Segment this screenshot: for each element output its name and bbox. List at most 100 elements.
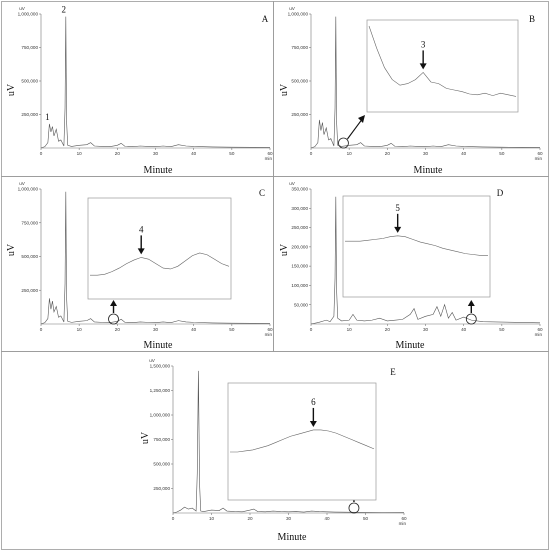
panel-d-xtick-label: 40 — [461, 327, 467, 332]
panel-e-x-unit: min — [399, 521, 407, 526]
panel-d-y-axis-title: uV — [279, 243, 290, 256]
panel-b-ytick-label: 250,000 — [291, 112, 308, 117]
panel-a-x-unit: min — [265, 156, 273, 161]
panel-e-xtick-label: 60 — [401, 516, 407, 521]
panel-a-letter: A — [262, 14, 269, 24]
panel-a-y-unit: uV — [19, 6, 26, 11]
panel-b-y-axis-title: uV — [279, 83, 290, 96]
panel-b-ytick-label: 1,000,000 — [288, 12, 309, 17]
panel-c-zoom-circle — [108, 313, 119, 325]
panel-d-xtick-label: 0 — [310, 327, 313, 332]
panel-d-letter: D — [497, 188, 504, 198]
panel-d-x-unit: min — [535, 332, 543, 337]
panel-b-zoom-circle — [338, 137, 349, 149]
panel-e-ytick-label: 250,000 — [153, 486, 170, 491]
panel-d-peak-label: 5 — [395, 203, 400, 213]
panel-e-letter: E — [390, 367, 396, 377]
panel-e-inset-box — [227, 382, 377, 501]
panel-c-peak-label: 4 — [139, 224, 144, 234]
panel-a-xtick-label: 60 — [267, 151, 273, 156]
panel-c-y-axis-title: uV — [6, 243, 17, 256]
panel-d-xtick-label: 10 — [347, 327, 353, 332]
panel-b-x-axis-title: Minute — [414, 165, 443, 176]
panel-a-ytick-label: 750,000 — [21, 45, 38, 50]
panel-e-chromatogram-trace — [172, 370, 405, 514]
panel-b-xtick-label: 10 — [347, 151, 353, 156]
panel-a-peak-label: 2 — [62, 5, 67, 15]
panel-c-x-unit: min — [265, 332, 273, 337]
panel-d-chromatogram-trace — [310, 196, 541, 325]
panel-e-x-axis-title: Minute — [278, 532, 307, 543]
panel-a-xtick-label: 40 — [191, 151, 197, 156]
panel-b-xtick-label: 0 — [310, 151, 313, 156]
panel-e-xtick-label: 0 — [172, 516, 175, 521]
panel-d-inset-trace — [345, 235, 488, 256]
panel-a-x-axis-title: Minute — [144, 165, 173, 176]
panel-d-xtick-label: 30 — [423, 327, 429, 332]
panel-c-inset-box — [87, 197, 232, 300]
panel-e-xtick-label: 20 — [247, 516, 253, 521]
panel-b-zoom-arrowhead — [358, 115, 365, 123]
panel-c-xtick-label: 0 — [40, 327, 43, 332]
panel-b-x-unit: min — [535, 156, 543, 161]
panel-d-xtick-label: 20 — [385, 327, 391, 332]
panel-d-ytick-label: 50,000 — [294, 302, 308, 307]
panel-c-ytick-label: 750,000 — [21, 220, 38, 225]
panel-e-peak-label: 6 — [311, 397, 316, 407]
panel-d-ytick-label: 150,000 — [291, 264, 308, 269]
panel-c-zoom-arrowhead — [110, 300, 118, 306]
panel-c-inset-trace — [90, 252, 230, 276]
panel-d-zoom-circle — [465, 313, 477, 325]
panel-b-peak-label: 3 — [421, 39, 426, 49]
panel-a-ytick-label: 500,000 — [21, 79, 38, 84]
panel-b-xtick-label: 50 — [499, 151, 505, 156]
panel-a-y-axis-title: uV — [6, 83, 17, 96]
panel-d-ytick-label: 200,000 — [291, 244, 308, 249]
panel-c-chromatogram-trace — [40, 191, 271, 325]
panel-b-xtick-label: 30 — [423, 151, 429, 156]
panel-b-xtick-label: 60 — [537, 151, 543, 156]
panel-b-inset-trace — [368, 25, 517, 97]
panel-a-ytick-label: 250,000 — [21, 112, 38, 117]
panel-d-ytick-label: 350,000 — [291, 187, 308, 192]
panel-b-ytick-label: 500,000 — [291, 79, 308, 84]
panel-d-peak-arrowhead — [394, 226, 402, 233]
panel-e-frame — [1, 351, 549, 550]
panel-e-inset-trace — [230, 429, 375, 453]
panel-d-xtick-label: 50 — [499, 327, 505, 332]
panel-c-ytick-label: 1,000,000 — [18, 187, 39, 192]
panel-d-ytick-label: 250,000 — [291, 225, 308, 230]
panel-c-letter: C — [259, 188, 265, 198]
panel-b-inset-box — [366, 19, 519, 113]
panel-e-ytick-label: 500,000 — [153, 462, 170, 467]
panel-b-zoom-arrow — [346, 117, 364, 140]
panel-e-peak-arrowhead — [309, 420, 317, 427]
panel-d-xtick-label: 60 — [537, 327, 543, 332]
panel-c-xtick-label: 20 — [115, 327, 121, 332]
panel-a-xtick-label: 10 — [77, 151, 83, 156]
panel-a-xtick-label: 50 — [229, 151, 235, 156]
panel-b-peak-arrowhead — [419, 63, 427, 70]
panel-b-ytick-label: 750,000 — [291, 45, 308, 50]
panel-d-inset-box — [342, 195, 491, 298]
panel-d-zoom-arrowhead — [467, 300, 475, 306]
panel-e-ytick-label: 1,000,000 — [150, 413, 171, 418]
panel-e-xtick-label: 30 — [286, 516, 292, 521]
panel-e-xtick-label: 10 — [209, 516, 215, 521]
panel-e-ytick-label: 1,500,000 — [150, 364, 171, 369]
panel-b-y-unit: uV — [289, 6, 296, 11]
panel-c-peak-arrowhead — [137, 248, 145, 255]
panel-a-xtick-label: 20 — [115, 151, 121, 156]
panel-c-ytick-label: 250,000 — [21, 288, 38, 293]
panel-e-zoom-circle — [348, 502, 360, 514]
panel-c-y-unit: uV — [19, 181, 26, 186]
panel-d-x-axis-title: Minute — [396, 340, 425, 351]
panel-b-chromatogram-trace — [310, 16, 541, 149]
panel-b-xtick-label: 20 — [385, 151, 391, 156]
panel-b-letter: B — [529, 14, 535, 24]
panel-a-ytick-label: 1,000,000 — [18, 12, 39, 17]
panel-c-xtick-label: 10 — [77, 327, 83, 332]
panel-c-xtick-label: 60 — [267, 327, 273, 332]
